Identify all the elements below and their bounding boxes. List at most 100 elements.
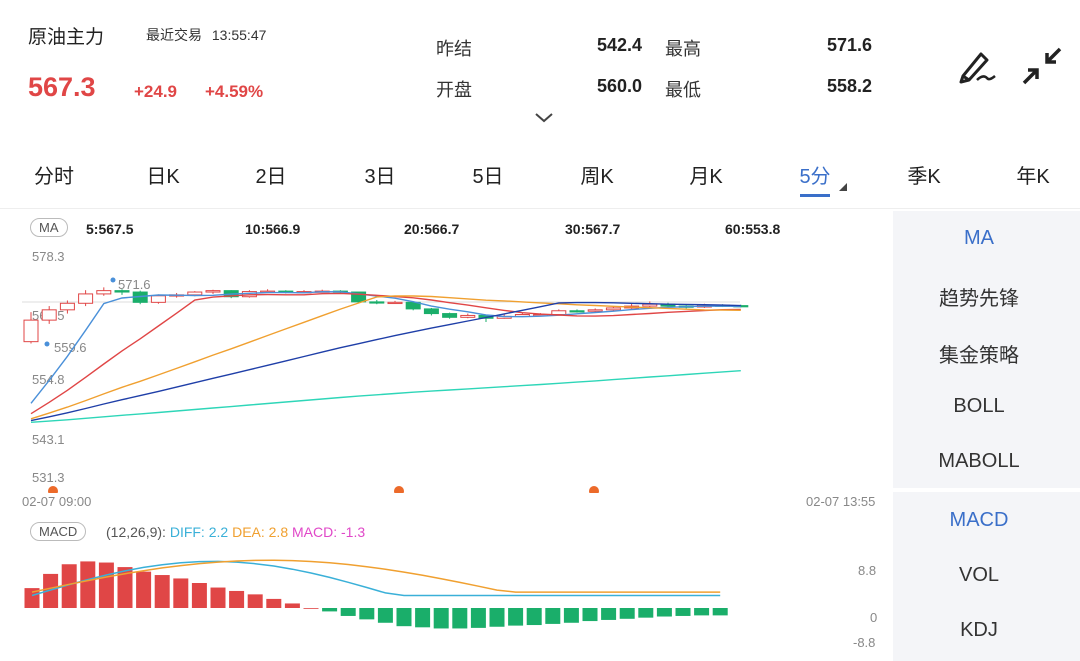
tabs-divider (0, 208, 1080, 209)
quote-value-open: 560.0 (596, 76, 642, 96)
price-tick-4: 543.1 (32, 432, 65, 447)
macd-bar (154, 575, 170, 608)
price-tick-3: 554.8 (32, 372, 65, 387)
event-dot[interactable] (589, 486, 599, 493)
macd-bar (98, 562, 114, 608)
macd-bar (415, 608, 431, 628)
diff-line (31, 560, 721, 597)
tab-quarterly-k[interactable]: 季K (907, 166, 941, 188)
period-tabs: 分时 日K 2日 3日 5日 周K 月K 5分 季K 年K (0, 148, 1080, 198)
macd-bar (284, 603, 300, 608)
macd-bar (80, 561, 96, 608)
macd-bar (117, 567, 133, 608)
macd-chart[interactable] (0, 548, 890, 661)
candle[interactable] (59, 302, 75, 311)
candle[interactable] (205, 290, 221, 293)
candle[interactable] (442, 313, 458, 318)
macd-dea: DEA: 2.8 (232, 524, 289, 540)
macd-value: MACD: -1.3 (292, 524, 366, 540)
indicator-vol[interactable]: VOL (958, 564, 1000, 586)
indicator-kdj[interactable]: KDJ (960, 619, 998, 641)
tab-3-day[interactable]: 3日 (364, 166, 396, 188)
quote-label-prev-settle: 昨结 (436, 39, 472, 59)
instrument-name: 原油主力 (28, 27, 105, 48)
tab-weekly-k[interactable]: 周K (580, 166, 614, 188)
candle[interactable] (587, 309, 603, 312)
macd-bar (601, 608, 617, 620)
dea-line (31, 559, 721, 593)
candle[interactable] (460, 314, 476, 318)
macd-bar (694, 608, 710, 616)
candle[interactable] (23, 319, 39, 343)
main-indicator-panel: MA 趋势先锋 集金策略 BOLL MABOLL (893, 211, 1080, 488)
indicator-gold-strategy[interactable]: 集金策略 (939, 345, 1019, 367)
candle[interactable] (605, 307, 621, 311)
macd-bar (340, 608, 356, 616)
macd-bar (638, 608, 654, 618)
macd-params: (12,26,9): (106, 524, 166, 540)
candle[interactable] (114, 290, 130, 293)
collapse-fullscreen-icon[interactable] (1020, 45, 1066, 87)
tab-monthly-k[interactable]: 月K (689, 166, 723, 188)
ma60-label: 60:553.8 (725, 221, 781, 237)
tab-yearly-k[interactable]: 年K (1016, 166, 1050, 188)
candle[interactable] (96, 290, 112, 295)
macd-bar (582, 608, 598, 622)
event-dot[interactable] (394, 486, 404, 493)
candle[interactable] (78, 293, 94, 304)
macd-bar (433, 608, 449, 629)
tab-5-day[interactable]: 5日 (472, 166, 504, 188)
expand-chevron-icon[interactable] (533, 110, 555, 124)
candle[interactable] (369, 301, 385, 304)
tab-2-day[interactable]: 2日 (255, 166, 287, 188)
candle[interactable] (423, 308, 439, 315)
candle[interactable] (41, 309, 57, 321)
macd-bar (712, 608, 728, 616)
macd-bar (489, 608, 505, 627)
last-trade: 最近交易 13:55:47 (146, 25, 266, 45)
tab-timeshare[interactable]: 分时 (34, 166, 74, 188)
macd-bar (322, 608, 338, 612)
macd-legend: (12,26,9): DIFF: 2.2 DEA: 2.8 MACD: -1.3 (106, 524, 365, 540)
time-axis-end: 02-07 13:55 (806, 494, 876, 509)
ma-pill[interactable]: MA (30, 218, 68, 237)
macd-tick-bottom: -8.8 (853, 635, 876, 650)
macd-pill[interactable]: MACD (30, 522, 87, 541)
candle[interactable] (569, 310, 585, 313)
last-trade-time: 13:55:47 (211, 27, 267, 43)
candlestick-chart[interactable] (0, 208, 890, 493)
macd-bar (377, 608, 393, 623)
event-dot[interactable] (48, 486, 58, 493)
high-annotation: 571.6 (118, 277, 151, 292)
ma5-label: 5:567.5 (86, 221, 134, 237)
macd-bar (470, 608, 486, 628)
tab-5-min[interactable]: 5分 (799, 166, 831, 188)
tab-daily-k[interactable]: 日K (146, 166, 180, 188)
high-marker (110, 277, 116, 283)
indicator-ma[interactable]: MA (964, 227, 994, 249)
ma60-line (30, 370, 741, 423)
price-change: +24.9 (134, 82, 178, 101)
indicator-trend-pioneer[interactable]: 趋势先锋 (939, 288, 1019, 310)
indicator-boll[interactable]: BOLL (953, 395, 1005, 417)
indicator-macd[interactable]: MACD (949, 509, 1009, 531)
indicator-maboll[interactable]: MABOLL (938, 450, 1020, 472)
macd-bar (508, 608, 524, 626)
dropdown-triangle-icon[interactable] (838, 182, 848, 192)
ma20-line (30, 295, 741, 420)
candle[interactable] (187, 291, 203, 296)
macd-bar (247, 594, 263, 608)
candle[interactable] (351, 291, 367, 303)
macd-bar (24, 588, 40, 608)
macd-bar (396, 608, 412, 627)
macd-bar (191, 583, 207, 608)
low-marker (44, 341, 50, 347)
last-trade-label: 最近交易 (146, 27, 202, 43)
macd-bar (210, 587, 226, 608)
candle[interactable] (551, 310, 567, 316)
time-axis-start: 02-07 09:00 (22, 494, 92, 509)
draw-pen-icon[interactable] (955, 46, 997, 86)
candle[interactable] (150, 295, 166, 303)
macd-bar (61, 564, 77, 608)
candle[interactable] (387, 301, 403, 305)
